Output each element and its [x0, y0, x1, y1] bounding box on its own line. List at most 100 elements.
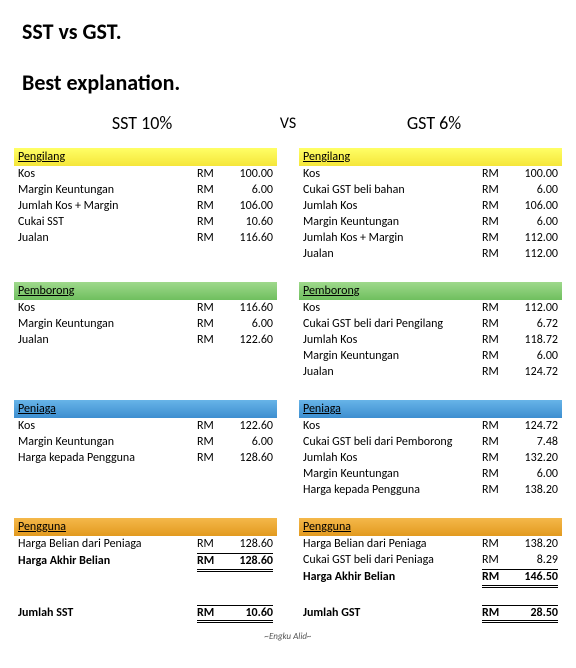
- row-value: 122.60: [223, 333, 273, 347]
- spacer-row: [14, 573, 277, 589]
- row-label: Cukai SST: [18, 215, 197, 229]
- row-value: 116.60: [223, 231, 273, 245]
- sst-data-row: Margin KeuntunganRM6.00: [14, 182, 277, 198]
- row-currency: RM: [482, 333, 508, 347]
- row-currency: RM: [197, 435, 223, 449]
- gst-data-row: Cukai GST beli bahanRM6.00: [299, 182, 562, 198]
- row-label: Cukai GST beli bahan: [303, 183, 482, 197]
- row-value: 138.20: [508, 537, 558, 551]
- gst-data-row: JualanRM124.72: [299, 364, 562, 380]
- row-label: Jualan: [303, 365, 482, 379]
- row-currency: RM: [482, 537, 508, 551]
- row-value: 6.00: [508, 349, 558, 363]
- row-currency: RM: [482, 451, 508, 465]
- total-value: 10.60: [223, 605, 273, 623]
- row-value: 6.00: [508, 215, 558, 229]
- heading-sst: SST 10%: [16, 112, 268, 134]
- gst-section-header: Pengguna: [299, 518, 562, 536]
- heading-gst: GST 6%: [308, 112, 560, 134]
- sst-section-header: Peniaga: [14, 400, 277, 418]
- sst-column: PengilangKosRM100.00Margin KeuntunganRM6…: [14, 142, 277, 625]
- gst-column: PengilangKosRM100.00Cukai GST beli bahan…: [299, 142, 562, 625]
- row-label: Harga Belian dari Peniaga: [18, 537, 197, 551]
- row-label: Harga Belian dari Peniaga: [303, 537, 482, 551]
- row-currency: RM: [197, 333, 223, 347]
- row-currency: RM: [197, 231, 223, 245]
- gst-data-row: Margin KeuntunganRM6.00: [299, 348, 562, 364]
- row-value: 112.00: [508, 301, 558, 315]
- gst-data-row: Harga Akhir BelianRM146.50: [299, 568, 562, 589]
- gst-data-row: Harga Belian dari PeniagaRM138.20: [299, 536, 562, 552]
- row-value: 106.00: [508, 199, 558, 213]
- row-currency: RM: [482, 419, 508, 433]
- row-label: Margin Keuntungan: [303, 215, 482, 229]
- spacer-row: [14, 364, 277, 380]
- gst-data-row: Jumlah Kos + MarginRM112.00: [299, 230, 562, 246]
- row-value: 6.00: [223, 317, 273, 331]
- gst-section-header: Pemborong: [299, 282, 562, 300]
- row-label: Jumlah Kos + Margin: [18, 199, 197, 213]
- comparison-headings: SST 10% VS GST 6%: [16, 112, 560, 134]
- spacer-row: [14, 482, 277, 498]
- row-value: 146.50: [508, 569, 558, 588]
- row-value: 7.48: [508, 435, 558, 449]
- sst-section-header: Pengilang: [14, 148, 277, 166]
- row-currency: RM: [197, 215, 223, 229]
- row-currency: RM: [482, 569, 508, 588]
- row-label: Kos: [18, 419, 197, 433]
- row-label: Jumlah Kos + Margin: [303, 231, 482, 245]
- row-currency: RM: [482, 215, 508, 229]
- row-value: 6.72: [508, 317, 558, 331]
- gst-data-row: Cukai GST beli dari PeniagaRM8.29: [299, 552, 562, 568]
- row-value: 6.00: [508, 467, 558, 481]
- sst-data-row: Harga Belian dari PeniagaRM128.60: [14, 536, 277, 552]
- gst-data-row: Margin KeuntunganRM6.00: [299, 466, 562, 482]
- section-gap: [14, 262, 277, 276]
- credit-line: ~Engku Alid~: [10, 631, 566, 642]
- gst-data-row: Jumlah KosRM132.20: [299, 450, 562, 466]
- spacer-row: [14, 348, 277, 364]
- gst-section-header: Pengilang: [299, 148, 562, 166]
- sst-data-row: Margin KeuntunganRM6.00: [14, 434, 277, 450]
- row-label: Kos: [18, 167, 197, 181]
- row-currency: RM: [197, 301, 223, 315]
- row-currency: RM: [482, 183, 508, 197]
- row-currency: RM: [197, 183, 223, 197]
- row-currency: RM: [197, 419, 223, 433]
- sst-total-row: Jumlah SSTRM10.60: [14, 603, 277, 625]
- row-label: Margin Keuntungan: [18, 435, 197, 449]
- row-currency: RM: [197, 199, 223, 213]
- row-label: Jualan: [303, 247, 482, 261]
- row-label: Cukai GST beli dari Peniaga: [303, 553, 482, 567]
- row-label: Margin Keuntungan: [18, 183, 197, 197]
- row-value: 122.60: [223, 419, 273, 433]
- total-label: Jumlah SST: [18, 606, 197, 620]
- total-currency: RM: [197, 605, 223, 623]
- row-currency: RM: [482, 483, 508, 497]
- total-currency: RM: [482, 605, 508, 623]
- row-value: 128.60: [223, 537, 273, 551]
- spacer-row: [14, 246, 277, 262]
- sst-data-row: KosRM116.60: [14, 300, 277, 316]
- row-label: Kos: [303, 301, 482, 315]
- row-currency: RM: [482, 247, 508, 261]
- row-label: Margin Keuntungan: [18, 317, 197, 331]
- row-value: 6.00: [508, 183, 558, 197]
- row-value: 124.72: [508, 365, 558, 379]
- total-value: 28.50: [508, 605, 558, 623]
- row-currency: RM: [197, 451, 223, 465]
- sst-data-row: JualanRM122.60: [14, 332, 277, 348]
- section-gap: [299, 498, 562, 512]
- gst-section-header: Peniaga: [299, 400, 562, 418]
- row-label: Cukai GST beli dari Pengilang: [303, 317, 482, 331]
- section-gap: [14, 380, 277, 394]
- sst-data-row: Margin KeuntunganRM6.00: [14, 316, 277, 332]
- sst-data-row: KosRM100.00: [14, 166, 277, 182]
- row-value: 112.00: [508, 231, 558, 245]
- gst-data-row: Jumlah KosRM118.72: [299, 332, 562, 348]
- title-line-2: Best explanation.: [22, 69, 566, 96]
- row-label: Jualan: [18, 333, 197, 347]
- row-value: 100.00: [508, 167, 558, 181]
- row-currency: RM: [197, 167, 223, 181]
- row-value: 138.20: [508, 483, 558, 497]
